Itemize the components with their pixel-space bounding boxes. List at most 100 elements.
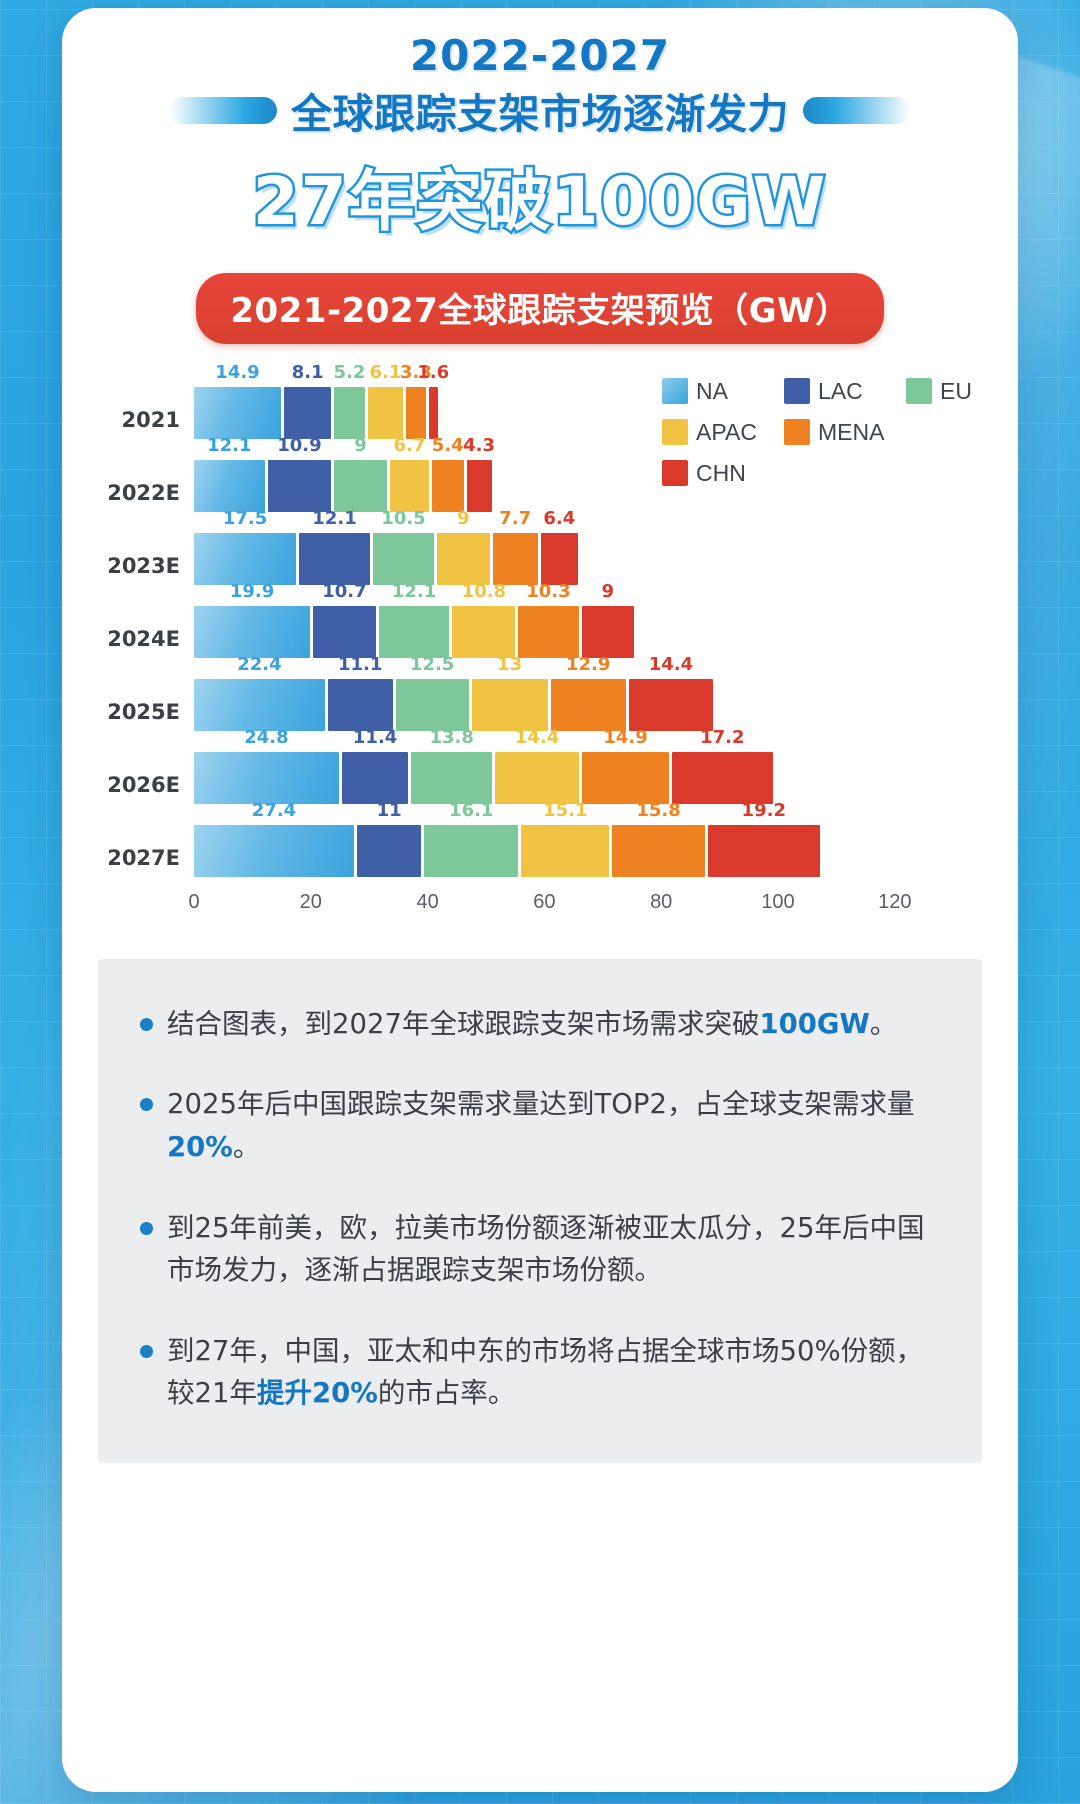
chart-bar-segment-mena[interactable]: 15.8 [612,800,705,877]
x-axis-tick: 0 [188,890,200,913]
chart-row: 2021 14.9 8.1 5.2 6.1 3.3 1.6 [86,362,982,443]
chart-row-label: 2022E [107,480,180,505]
chart-bar-group: 14.9 8.1 5.2 6.1 3.3 1.6 [194,362,449,439]
chart-bar-segment-lac[interactable]: 12.1 [299,508,370,585]
infographic-card: 2022-2027 全球跟踪支架市场逐渐发力 27年突破100GW 2021-2… [62,8,1018,1792]
chart-row: 2025E 22.4 11.1 12.5 13 12.9 14.4 [86,654,982,735]
chart-rows: 2021 14.9 8.1 5.2 6.1 3.3 1.6 2022E 12.1 10.9 9 6.7… [86,362,982,881]
legend-label-chn: CHN [696,459,746,486]
chart: NA LAC EU APAC MENA CHN 2021 14.9 8.1 5.2 6.1 3.3 1… [62,362,1018,925]
chart-bar-segment-chn[interactable]: 6.4 [540,508,579,585]
legend-swatch-lac [784,378,810,405]
chart-bar-segment-mena[interactable]: 10.3 [518,581,579,658]
chart-value-label: 14.4 [648,653,694,675]
chart-bar-segment-eu[interactable]: 10.5 [372,508,435,585]
note-fragment: 。 [869,1007,898,1040]
chart-bar-segment-na[interactable]: 12.1 [194,435,265,512]
legend-item-eu[interactable]: EU [906,378,972,405]
note-item: 结合图表，到2027年全球跟踪支架市场需求突破100GW。 [140,1003,942,1046]
note-text: 到25年前美，欧，拉美市场份额逐渐被亚太瓜分，25年后中国市场发力，逐渐占据跟踪… [167,1207,942,1292]
chart-bar-group: 27.4 11 16.1 15.1 15.8 19.2 [194,800,823,877]
chart-bar-segment-eu[interactable]: 5.2 [334,362,365,439]
chart-row-label: 2023E [107,553,180,578]
chart-bar-segment-lac[interactable]: 11.4 [341,727,409,804]
chart-bar-segment-mena[interactable]: 14.9 [582,727,670,804]
chart-bar-segment-apac[interactable]: 6.1 [367,362,404,439]
note-item: 2025年后中国跟踪支架需求量达到TOP2，占全球支架需求量 20%。 [140,1083,942,1168]
chart-bar-segment-apac[interactable]: 6.7 [389,435,429,512]
note-fragment: 结合图表，到2027年全球跟踪支架市场需求突破 [167,1007,760,1040]
chart-row-track: 22.4 11.1 12.5 13 12.9 14.4 [194,654,982,735]
note-fragment: 到25年前美，欧，拉美市场份额逐渐被亚太瓜分，25年后中国市场发力，逐渐占据跟踪… [167,1211,925,1287]
note-item: 到25年前美，欧，拉美市场份额逐渐被亚太瓜分，25年后中国市场发力，逐渐占据跟踪… [140,1207,942,1292]
note-fragment: 。 [232,1130,261,1163]
chart-bar-segment-chn[interactable]: 14.4 [628,654,713,731]
chart-bar-segment-lac[interactable]: 11 [357,800,422,877]
chart-bar-segment-mena[interactable]: 12.9 [550,654,626,731]
chart-bar-segment-apac[interactable]: 13 [471,654,548,731]
legend-item-na[interactable]: NA [662,378,784,405]
legend-item-lac[interactable]: LAC [784,378,906,405]
chart-value-label: 13.8 [429,726,474,748]
x-axis-tick: 40 [416,890,439,913]
chart-bar-segment-na[interactable]: 27.4 [194,800,355,877]
chart-value-label: 6.1 [369,361,402,383]
legend-item-chn[interactable]: CHN [662,460,784,487]
chart-value-label: 14.9 [215,361,260,383]
chart-value-label: 9 [354,434,367,456]
chart-bar-segment-chn[interactable]: 17.2 [672,727,773,804]
chart-bar-segment-na[interactable]: 19.9 [194,581,311,658]
legend-swatch-na [662,378,688,405]
chart-bar-segment-na[interactable]: 14.9 [194,362,282,439]
header-title-row: 全球跟踪支架市场逐渐发力 [62,80,1018,140]
bullet-dot-icon [140,1344,153,1358]
x-axis-tick: 20 [299,890,322,913]
chart-bar-segment-mena[interactable]: 5.4 [432,435,464,512]
chart-value-label: 5.2 [333,361,366,383]
chart-value-label: 8.1 [291,361,324,383]
chart-bar-segment-lac[interactable]: 8.1 [284,362,332,439]
chart-bar-segment-chn[interactable]: 9 [581,581,635,658]
chart-bar-segment-chn[interactable]: 4.3 [463,435,495,512]
chart-bar-segment-eu[interactable]: 12.5 [395,654,469,731]
legend-item-apac[interactable]: APAC [662,419,784,446]
note-fragment: 到27年，中国，亚太和中东的市场将占据全球市场50%份额，较21年 [167,1334,924,1410]
chart-value-label: 4.3 [463,434,495,456]
chart-bar-segment-eu[interactable]: 9 [334,435,387,512]
chart-bar-segment-lac[interactable]: 10.9 [267,435,332,512]
chart-value-label: 1.6 [417,361,450,383]
chart-row-track: 14.9 8.1 5.2 6.1 3.3 1.6 [194,362,982,443]
chart-value-label: 12.9 [565,653,611,675]
legend-item-mena[interactable]: MENA [784,419,906,446]
chart-bar-segment-eu[interactable]: 12.1 [378,581,450,658]
chart-row-track: 24.8 11.4 13.8 14.4 14.9 17.2 [194,727,982,808]
chart-bar-segment-apac[interactable]: 10.8 [452,581,516,658]
chart-bar-segment-lac[interactable]: 10.7 [313,581,376,658]
chart-bar-segment-apac[interactable]: 15.1 [521,800,610,877]
chart-value-label: 14.4 [514,726,560,748]
chart-row-track: 12.1 10.9 9 6.7 5.4 4.3 [194,435,982,516]
chart-bar-segment-eu[interactable]: 16.1 [424,800,519,877]
note-highlight: 提升20% [257,1377,378,1410]
legend-label-mena: MENA [818,418,885,445]
chart-value-label: 11.4 [352,726,398,748]
chart-row: 2026E 24.8 11.4 13.8 14.4 14.9 17.2 [86,727,982,808]
legend-label-apac: APAC [696,418,757,445]
chart-bar-segment-eu[interactable]: 13.8 [411,727,492,804]
chart-row-label: 2025E [107,699,180,724]
chart-bar-segment-apac[interactable]: 9 [437,508,490,585]
chart-bar-segment-na[interactable]: 24.8 [194,727,339,804]
note-highlight: 20% [167,1130,233,1163]
chart-bar-group: 12.1 10.9 9 6.7 5.4 4.3 [194,435,495,512]
chart-bar-segment-mena[interactable]: 7.7 [492,508,538,585]
chart-bar-segment-na[interactable]: 17.5 [194,508,297,585]
notes-panel: 结合图表，到2027年全球跟踪支架市场需求突破100GW。 2025年后中国跟踪支… [98,958,982,1464]
chart-bar-segment-chn[interactable]: 1.6 [417,362,449,439]
chart-bar-segment-chn[interactable]: 19.2 [707,800,820,877]
chart-bar-segment-mena[interactable]: 3.3 [400,362,432,439]
chart-bar-segment-na[interactable]: 22.4 [194,654,325,731]
chart-row: 2023E 17.5 12.1 10.5 9 7.7 6.4 [86,508,982,589]
chart-bar-segment-apac[interactable]: 14.4 [494,727,580,804]
chart-bar-segment-lac[interactable]: 11.1 [327,654,393,731]
chart-row-label: 2026E [107,772,180,797]
